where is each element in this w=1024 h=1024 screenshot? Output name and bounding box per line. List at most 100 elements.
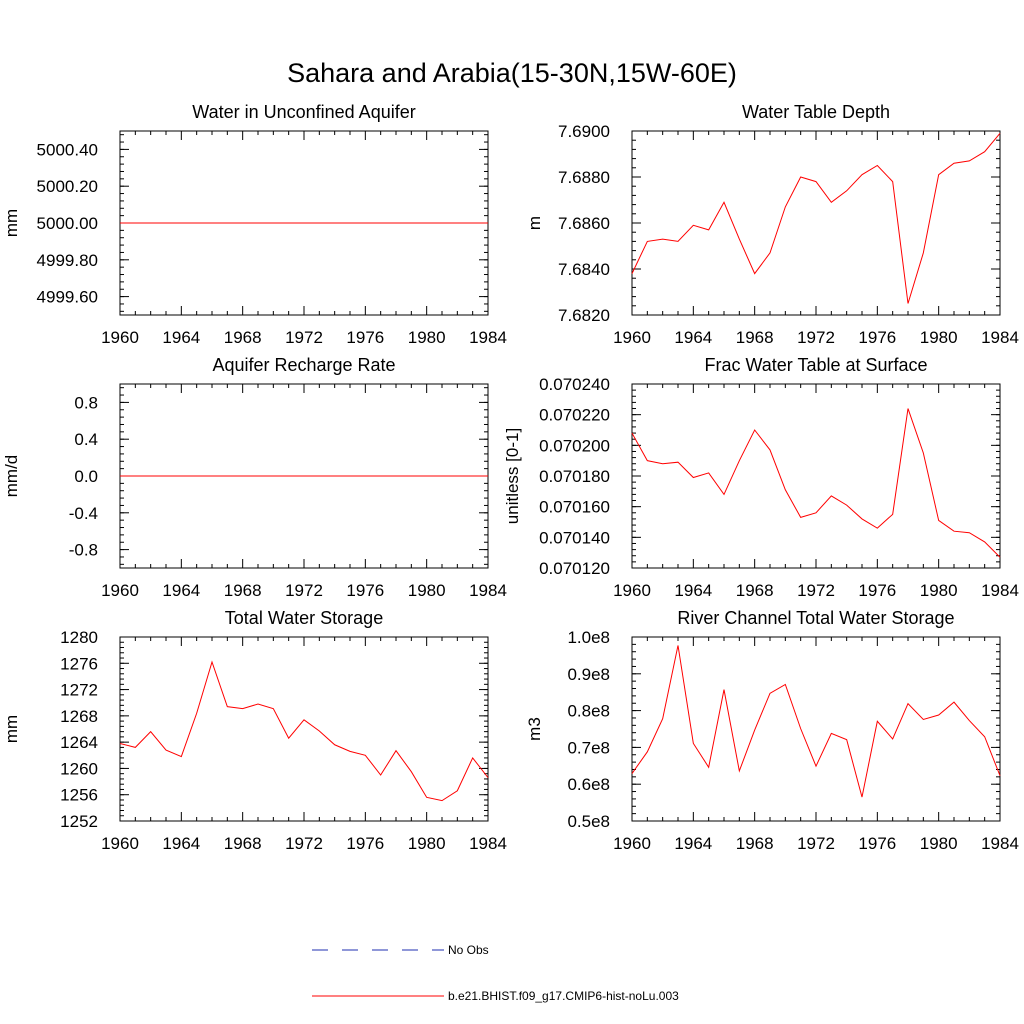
series-line [631, 408, 1001, 558]
panel-title: Water Table Depth [742, 102, 890, 122]
y-tick-label: 0.8 [74, 393, 98, 412]
y-axis-label: unitless [0-1] [503, 428, 522, 524]
y-tick-label: 0.5e8 [567, 812, 610, 831]
x-tick-label: 1972 [797, 328, 835, 347]
y-tick-label: 5000.40 [37, 140, 98, 159]
y-axis-label: mm [2, 209, 21, 237]
panels-group: Water in Unconfined Aquifer 1960 1964 1968 1… [2, 102, 1019, 853]
y-tick-label: 1252 [60, 812, 98, 831]
x-tick-label: 1976 [346, 581, 384, 600]
chart-panel-5: Total Water Storage 1960 1964 1968 1972 1976 1… [2, 608, 507, 853]
x-tick-label: 1972 [797, 834, 835, 853]
panel-title: Total Water Storage [225, 608, 383, 628]
x-tick-label: 1964 [674, 328, 712, 347]
plot-frame [119, 636, 489, 822]
y-tick-label: 4999.80 [37, 251, 98, 270]
x-tick-label: 1960 [613, 328, 651, 347]
x-tick-label: 1964 [162, 834, 200, 853]
y-tick-label: 0.0 [74, 467, 98, 486]
y-axis-label: m [525, 216, 544, 230]
y-tick-label: 1256 [60, 786, 98, 805]
y-tick-label: 0.8e8 [567, 702, 610, 721]
x-tick-label: 1960 [613, 581, 651, 600]
x-tick-label: 1968 [736, 834, 774, 853]
plot-frame [631, 130, 1001, 316]
x-tick-label: 1980 [920, 581, 958, 600]
x-tick-label: 1984 [981, 834, 1019, 853]
series-line [631, 645, 1001, 798]
y-tick-label: 5000.20 [37, 177, 98, 196]
y-tick-label: 5000.00 [37, 214, 98, 233]
series-line [119, 660, 489, 802]
x-tick-label: 1976 [858, 581, 896, 600]
x-tick-label: 1972 [285, 328, 323, 347]
y-axis-label: mm/d [2, 455, 21, 498]
y-tick-label: 0.6e8 [567, 775, 610, 794]
chart-panel-4: Frac Water Table at Surface 1960 1964 1968 1… [503, 355, 1019, 600]
plot-frame [631, 383, 1001, 569]
y-tick-label: 0.9e8 [567, 665, 610, 684]
x-tick-label: 1960 [613, 834, 651, 853]
y-tick-label: 7.6880 [558, 168, 610, 187]
series-line [631, 132, 1001, 304]
x-tick-label: 1964 [162, 581, 200, 600]
y-tick-label: 0.070220 [539, 406, 610, 425]
x-tick-label: 1968 [224, 581, 262, 600]
x-tick-label: 1984 [469, 328, 507, 347]
y-tick-label: 1260 [60, 759, 98, 778]
y-tick-label: 4999.60 [37, 288, 98, 307]
y-tick-label: 0.070140 [539, 528, 610, 547]
y-tick-label: 0.7e8 [567, 738, 610, 757]
legend-model-label: b.e21.BHIST.f09_g17.CMIP6-hist-noLu.003 [448, 989, 679, 1003]
chart-panel-2: Water Table Depth 1960 1964 1968 1972 1976 198… [525, 102, 1019, 347]
chart-panel-6: River Channel Total Water Storage 1960 196… [525, 608, 1019, 853]
y-tick-label: 7.6900 [558, 122, 610, 141]
x-tick-label: 1964 [674, 834, 712, 853]
x-tick-label: 1980 [408, 328, 446, 347]
x-tick-label: 1984 [469, 581, 507, 600]
x-tick-label: 1976 [858, 834, 896, 853]
x-tick-label: 1976 [346, 328, 384, 347]
y-tick-label: 1.0e8 [567, 628, 610, 647]
y-tick-label: 0.070120 [539, 559, 610, 578]
y-tick-label: 0.4 [74, 430, 98, 449]
x-tick-label: 1984 [981, 328, 1019, 347]
panel-title: Water in Unconfined Aquifer [192, 102, 415, 122]
y-tick-label: 1276 [60, 654, 98, 673]
x-tick-label: 1968 [224, 328, 262, 347]
y-tick-label: 1272 [60, 681, 98, 700]
x-tick-label: 1968 [736, 581, 774, 600]
y-tick-label: -0.8 [69, 541, 98, 560]
panel-title: River Channel Total Water Storage [677, 608, 954, 628]
y-tick-label: 1268 [60, 707, 98, 726]
y-tick-label: -0.4 [69, 504, 98, 523]
panel-title: Frac Water Table at Surface [704, 355, 927, 375]
x-tick-label: 1964 [162, 328, 200, 347]
x-tick-label: 1976 [346, 834, 384, 853]
y-tick-label: 1264 [60, 733, 98, 752]
y-tick-label: 0.070160 [539, 498, 610, 517]
y-tick-label: 7.6860 [558, 214, 610, 233]
figure-title: Sahara and Arabia(15-30N,15W-60E) [287, 58, 737, 88]
x-tick-label: 1960 [101, 581, 139, 600]
y-tick-label: 0.070200 [539, 436, 610, 455]
legend-obs-label: No Obs [448, 943, 489, 957]
y-axis-label: m3 [525, 717, 544, 741]
y-tick-label: 7.6840 [558, 260, 610, 279]
x-tick-label: 1984 [469, 834, 507, 853]
chart-panel-1: Water in Unconfined Aquifer 1960 1964 1968 1… [2, 102, 507, 347]
y-axis-label: mm [2, 715, 21, 743]
x-tick-label: 1964 [674, 581, 712, 600]
x-tick-label: 1960 [101, 328, 139, 347]
y-tick-label: 0.070180 [539, 467, 610, 486]
x-tick-label: 1972 [285, 834, 323, 853]
x-tick-label: 1968 [224, 834, 262, 853]
y-tick-label: 0.070240 [539, 375, 610, 394]
x-tick-label: 1972 [285, 581, 323, 600]
x-tick-label: 1972 [797, 581, 835, 600]
x-tick-label: 1968 [736, 328, 774, 347]
x-tick-label: 1976 [858, 328, 896, 347]
x-tick-label: 1984 [981, 581, 1019, 600]
x-tick-label: 1980 [408, 834, 446, 853]
